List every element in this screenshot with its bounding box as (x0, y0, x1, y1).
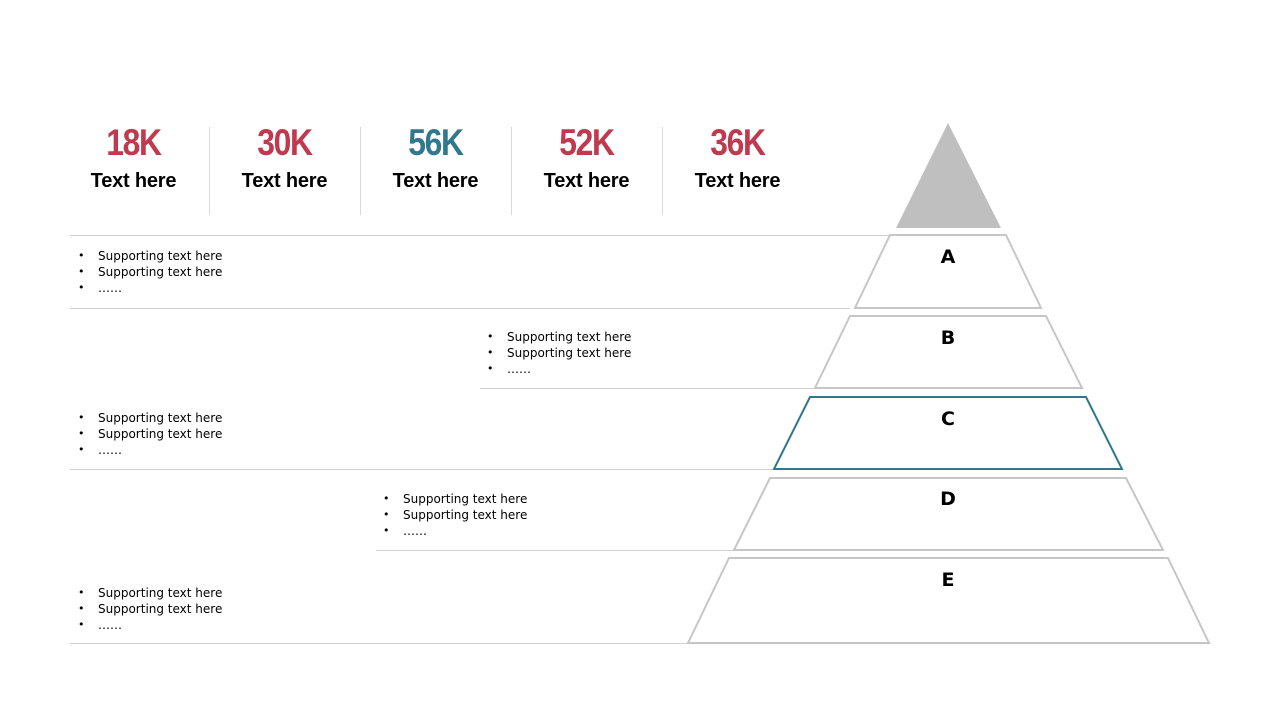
stat-label: Text here (392, 170, 479, 192)
divider-line-d (376, 550, 740, 551)
divider-line-a (70, 308, 850, 309)
list-item: Supporting text here (78, 264, 222, 280)
pyramid-tier-c (772, 396, 1124, 470)
list-item: Supporting text here (383, 507, 527, 523)
list-item: …… (383, 523, 527, 539)
stat-2: 30K Text here (209, 118, 360, 216)
tier-e-bullets: Supporting text here Supporting text her… (78, 585, 222, 633)
pyramid-tier-d (732, 477, 1165, 551)
stat-3: 56K Text here (360, 118, 511, 216)
divider-line-c (70, 469, 780, 470)
list-item: …… (78, 442, 222, 458)
tier-c-bullets: Supporting text here Supporting text her… (78, 410, 222, 458)
list-item: Supporting text here (78, 585, 222, 601)
tier-a-bullets: Supporting text here Supporting text her… (78, 248, 222, 296)
list-item: Supporting text here (78, 426, 222, 442)
list-item: …… (78, 280, 222, 296)
tier-b-bullets: Supporting text here Supporting text her… (487, 329, 631, 377)
pyramid-tier-e (686, 557, 1211, 644)
list-item: Supporting text here (78, 410, 222, 426)
tier-letter-c: C (941, 408, 955, 430)
list-item: Supporting text here (383, 491, 527, 507)
stat-value: 36K (710, 122, 766, 163)
tier-letter-d: D (940, 488, 956, 510)
divider-line-b (480, 388, 820, 389)
list-item: Supporting text here (78, 601, 222, 617)
tier-letter-b: B (940, 327, 956, 349)
tier-letter-a: A (940, 246, 956, 268)
stat-value: 30K (257, 122, 313, 163)
stat-value: 18K (106, 122, 162, 163)
stat-5: 36K Text here (662, 118, 813, 216)
stat-label: Text here (241, 170, 328, 192)
list-item: …… (487, 361, 631, 377)
stats-row: 18K Text here 30K Text here 56K Text her… (58, 118, 813, 216)
list-item: Supporting text here (487, 345, 631, 361)
stat-label: Text here (694, 170, 781, 192)
divider-line-top (70, 235, 890, 236)
pyramid-tier-a (853, 234, 1043, 309)
tier-letter-e: E (941, 569, 955, 591)
pyramid-tip (896, 123, 1001, 228)
list-item: Supporting text here (78, 248, 222, 264)
stat-label: Text here (90, 170, 177, 192)
stat-value: 52K (559, 122, 615, 163)
list-item: …… (78, 617, 222, 633)
stat-1: 18K Text here (58, 118, 209, 216)
stat-4: 52K Text here (511, 118, 662, 216)
tier-d-bullets: Supporting text here Supporting text her… (383, 491, 527, 539)
stat-value: 56K (408, 122, 464, 163)
list-item: Supporting text here (487, 329, 631, 345)
pyramid-tier-b (813, 315, 1084, 389)
divider-line-e (70, 643, 690, 644)
stat-label: Text here (543, 170, 630, 192)
